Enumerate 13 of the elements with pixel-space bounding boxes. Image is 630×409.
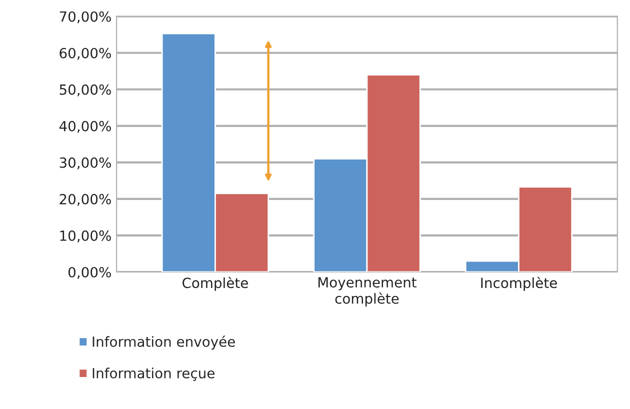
y-tick-label: 40,00%: [59, 120, 111, 133]
y-tick-label: 0,00%: [68, 266, 111, 279]
y-tick-label: 20,00%: [60, 194, 111, 206]
y-tick-label: 50,00%: [60, 84, 111, 96]
x-tick-label: Complète: [182, 276, 248, 291]
y-tick-label: 70,00%: [60, 11, 111, 24]
x-tick-label: Moyennement complète: [318, 277, 416, 307]
y-tick-label: 10,00%: [60, 230, 111, 242]
x-tick-label: Incomplète: [481, 276, 557, 291]
y-tick-label: 60,00%: [60, 48, 111, 60]
y-tick-label: 30,00%: [60, 157, 111, 170]
legend-label: Information reçue: [92, 368, 214, 381]
legend-label: Information envoyée: [92, 336, 235, 350]
